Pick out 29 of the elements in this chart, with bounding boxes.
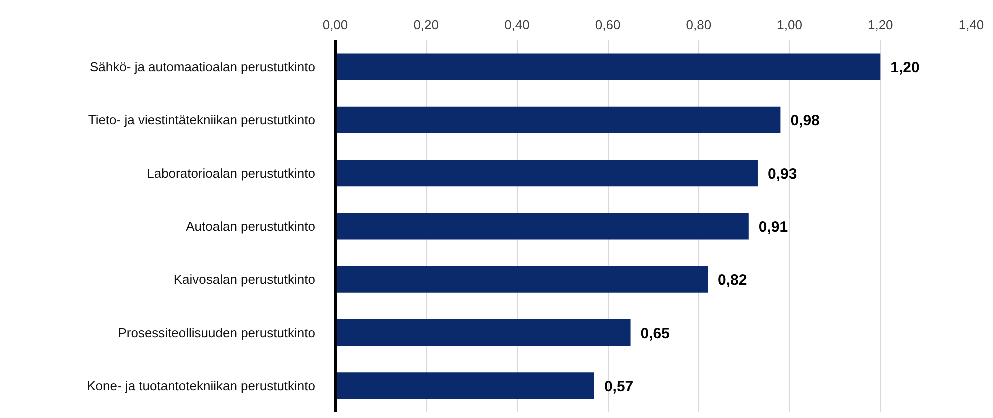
x-tick-label: 1,20 xyxy=(868,18,894,32)
data-label: 0,91 xyxy=(758,219,788,236)
x-tick-label: 0,20 xyxy=(414,18,440,32)
data-label: 0,98 xyxy=(790,112,820,130)
y-tick-label: Autoalan perustutkinto xyxy=(186,219,316,234)
data-label: 0,93 xyxy=(768,166,798,183)
bar xyxy=(336,54,881,80)
data-label: 1,20 xyxy=(890,60,920,77)
bar xyxy=(336,106,781,134)
bar xyxy=(336,266,708,293)
x-tick-label: 1,40 xyxy=(958,18,984,32)
y-tick-label: Kaivosalan perustutkinto xyxy=(174,272,316,288)
y-tick-label: Prosessiteollisuuden perustutkinto xyxy=(118,325,316,340)
y-tick-label: Laboratorioalan perustutkinto xyxy=(147,166,316,181)
bar xyxy=(336,160,758,187)
x-tick-label: 0,80 xyxy=(686,18,712,32)
x-tick-label: 1,00 xyxy=(777,18,802,32)
x-tick-label: 0,40 xyxy=(504,18,530,32)
y-tick-label: Kone- ja tuotantotekniikan perustutkinto xyxy=(87,378,316,394)
bar xyxy=(336,372,594,400)
data-label: 0,57 xyxy=(604,378,634,396)
y-tick-label: Sähkö- ja automaatioalan perustutkinto xyxy=(90,60,316,75)
data-label: 0,82 xyxy=(718,272,748,290)
data-label: 0,65 xyxy=(640,325,670,342)
x-tick-label: 0,60 xyxy=(595,18,621,32)
x-tick-label: 0,00 xyxy=(322,18,348,32)
bar xyxy=(336,213,749,240)
bar xyxy=(336,320,631,346)
y-tick-label: Tieto- ja viestintätekniikan perustutkinto xyxy=(88,112,316,128)
